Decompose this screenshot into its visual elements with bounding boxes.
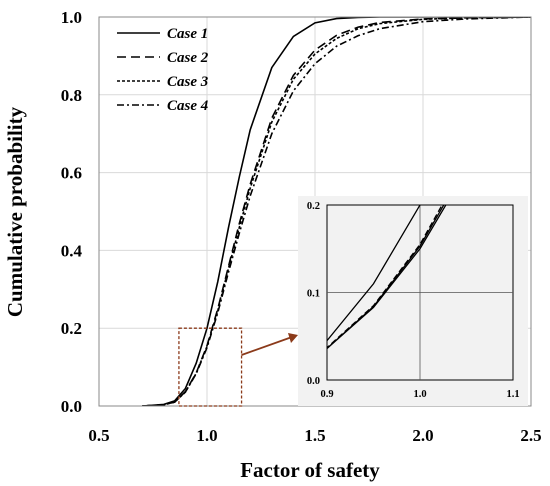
y-tick-label: 1.0 (61, 8, 82, 27)
legend-label: Case 2 (167, 50, 209, 66)
x-tick-label: 1.5 (304, 426, 325, 445)
legend-label: Case 4 (167, 98, 209, 114)
inset-y-tick-label: 0.2 (307, 201, 320, 212)
legend-label: Case 3 (167, 74, 209, 90)
x-tick-label: 2.0 (412, 426, 433, 445)
x-tick-label: 0.5 (88, 426, 109, 445)
series-line-case-1 (142, 17, 531, 406)
legend-label: Case 1 (167, 26, 208, 42)
legend: Case 1 Case 2 Case 3 Case 4 (117, 26, 209, 114)
y-tick-label: 0.8 (61, 86, 82, 105)
x-tick-label: 2.5 (520, 426, 541, 445)
inset-y-tick-label: 0.1 (307, 289, 320, 300)
zoom-indicator (178, 327, 298, 407)
x-tick-label: 1.0 (196, 426, 217, 445)
zoom-box (178, 327, 243, 407)
inset-y-tick-label: 0.0 (307, 376, 320, 387)
x-axis-title: Factor of safety (240, 458, 380, 482)
zoom-arrowhead (288, 333, 298, 343)
y-tick-label: 0.4 (61, 241, 83, 260)
x-tick-labels: 0.5 1.0 1.5 2.0 2.5 (88, 426, 541, 445)
y-tick-label: 0.2 (61, 319, 82, 338)
y-tick-label: 0.0 (61, 397, 82, 416)
inset-x-tick-label: 0.9 (320, 389, 333, 400)
y-tick-label: 0.6 (61, 164, 82, 183)
inset-plot: 0.9 1.0 1.1 0.0 0.1 0.2 (298, 196, 528, 406)
inset-x-tick-label: 1.1 (506, 389, 519, 400)
y-axis-title: Cumulative probability (3, 106, 27, 317)
zoom-arrow (241, 336, 293, 356)
series-line-case-4 (142, 17, 531, 406)
series-group (142, 17, 531, 406)
y-tick-labels: 0.0 0.2 0.4 0.6 0.8 1.0 (61, 8, 83, 416)
inset-x-tick-label: 1.0 (413, 389, 426, 400)
